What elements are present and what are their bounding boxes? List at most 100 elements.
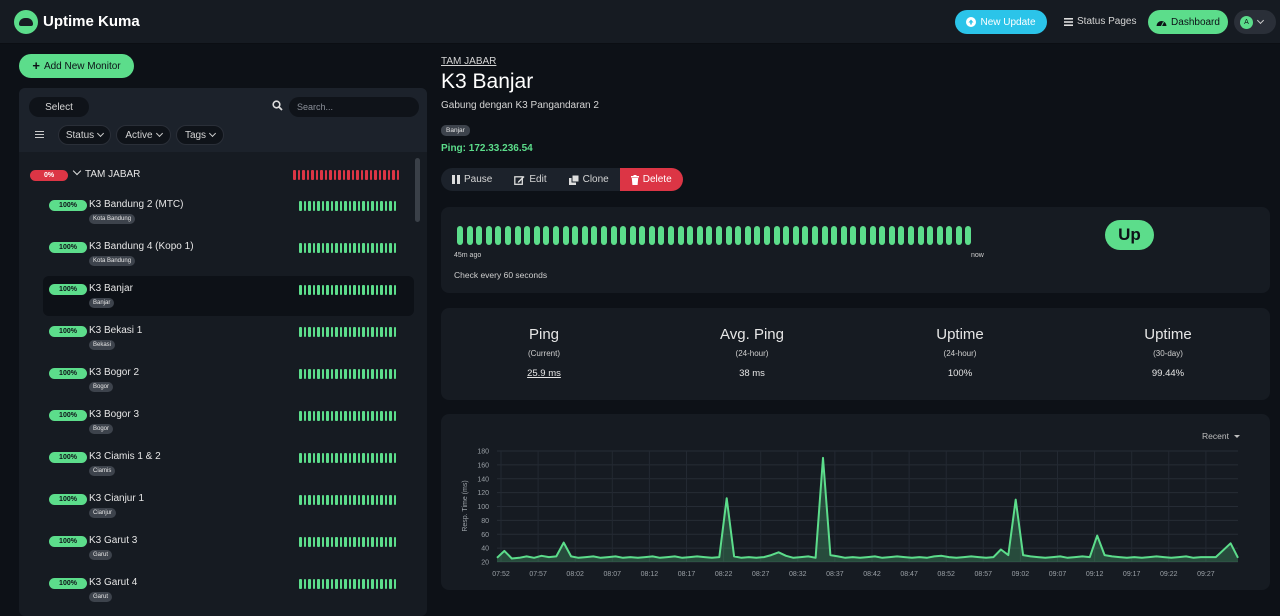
dashboard-label: Dashboard <box>1171 16 1220 28</box>
filter-menu-icon[interactable] <box>35 131 44 138</box>
chevron-down-icon[interactable] <box>72 166 82 176</box>
heartbeat-beat <box>371 411 374 421</box>
app-title[interactable]: Uptime Kuma <box>43 13 140 30</box>
monitor-list-item[interactable]: 100% K3 Ciamis 1 & 2 Ciamis <box>43 444 414 484</box>
status-pages-link[interactable]: Status Pages <box>1064 16 1136 27</box>
monitor-list-item[interactable]: 100% K3 Garut 4 Garut <box>43 570 414 610</box>
heartbeat-beat <box>362 537 365 547</box>
stat-title: Ping <box>528 326 560 343</box>
heartbeat-beat <box>353 411 356 421</box>
monitor-uptime-badge: 100% <box>49 452 87 463</box>
monitor-list-item[interactable]: 100% K3 Bogor 2 Bogor <box>43 360 414 400</box>
breadcrumb[interactable]: TAM JABAR <box>441 56 497 67</box>
search-icon <box>272 100 283 111</box>
list-icon <box>1064 17 1073 26</box>
heartbeat-beat <box>308 201 311 211</box>
monitor-heartbeat-bar <box>299 411 396 421</box>
heartbeat-beat <box>362 201 365 211</box>
new-update-button[interactable]: New Update <box>955 10 1047 34</box>
x-tick-label: 09:27 <box>1197 571 1215 578</box>
heartbeat-beat <box>302 170 305 180</box>
profile-menu-button[interactable]: A <box>1234 10 1276 34</box>
status-filter-dropdown[interactable]: Status <box>58 125 111 145</box>
group-name: TAM JABAR <box>85 169 141 180</box>
heartbeat-beat <box>333 170 336 180</box>
monitor-uptime-badge: 100% <box>49 368 87 379</box>
search-input[interactable] <box>289 97 419 117</box>
heartbeat-beat <box>326 201 329 211</box>
heartbeat-beat <box>384 285 387 295</box>
heartbeat-beat <box>335 453 338 463</box>
stat-title: Uptime <box>936 326 984 343</box>
edit-button[interactable]: Edit <box>503 168 557 191</box>
monitor-list-item[interactable]: 100% K3 Banjar Banjar <box>43 276 414 316</box>
monitor-uptime-badge: 100% <box>49 326 87 337</box>
monitor-list-item[interactable]: 100% K3 Bandung 4 (Kopo 1) Kota Bandung <box>43 234 414 274</box>
stat-avg-ping: Avg. Ping (24-hour) 38 ms <box>652 326 852 379</box>
monitor-name: K3 Garut 3 <box>89 535 138 546</box>
monitor-list-item[interactable]: 100% K3 Bogor 3 Bogor <box>43 402 414 442</box>
heartbeat-beat <box>348 369 351 379</box>
y-tick-label: 40 <box>481 546 489 553</box>
heartbeat-beat <box>347 170 350 180</box>
chevron-down-icon <box>97 129 105 138</box>
heartbeat-beat <box>380 411 383 421</box>
active-filter-dropdown[interactable]: Active <box>116 125 171 145</box>
stat-value[interactable]: 25.9 ms <box>527 368 561 379</box>
chevron-down-icon <box>209 129 217 138</box>
uptime-kuma-logo-icon[interactable] <box>14 10 38 34</box>
heartbeat-beat <box>366 453 369 463</box>
y-tick-label: 140 <box>477 476 489 483</box>
heartbeat-beat <box>317 243 320 253</box>
heartbeat-beat <box>338 170 341 180</box>
heartbeat-beat <box>725 226 732 245</box>
list-scrollbar[interactable] <box>415 158 420 222</box>
heartbeat-beat <box>317 369 320 379</box>
heartbeat-beat <box>384 579 387 589</box>
heartbeat-beat <box>339 201 342 211</box>
chart-y-axis-label: Resp. Time (ms) <box>462 480 469 531</box>
stat-current-ping: Ping (Current) 25.9 ms <box>444 326 644 379</box>
heartbeat-beat <box>371 579 374 589</box>
monitor-description: Gabung dengan K3 Pangandaran 2 <box>441 100 599 111</box>
monitor-uptime-badge: 100% <box>49 536 87 547</box>
monitor-group-row[interactable]: 0% TAM JABAR <box>19 162 414 190</box>
heartbeat-beat <box>324 170 327 180</box>
clone-button[interactable]: Clone <box>558 168 620 191</box>
chart-period-dropdown[interactable]: Recent <box>1202 431 1240 441</box>
x-tick-label: 07:57 <box>529 571 547 578</box>
heartbeat-beat <box>299 285 302 295</box>
heartbeat-beat <box>315 170 318 180</box>
y-tick-label: 180 <box>477 449 489 456</box>
monitor-list-item[interactable]: 100% K3 Cianjur 1 Cianjur <box>43 486 414 526</box>
group-heartbeat-bar <box>293 170 399 180</box>
select-button[interactable]: Select <box>29 97 89 117</box>
stat-title: Avg. Ping <box>720 326 784 343</box>
heartbeat-start-label: 45m ago <box>454 252 482 259</box>
monitor-list-item[interactable]: 100% K3 Garut 3 Garut <box>43 528 414 568</box>
heartbeat-beat <box>696 226 703 245</box>
delete-button[interactable]: Delete <box>619 168 683 191</box>
monitor-list-item[interactable]: 100% K3 Bekasi 1 Bekasi <box>43 318 414 358</box>
dashboard-button[interactable]: Dashboard <box>1148 10 1228 34</box>
heartbeat-beat <box>344 411 347 421</box>
heartbeat-beat <box>859 226 866 245</box>
pause-button[interactable]: Pause <box>441 168 503 191</box>
heartbeat-beat <box>330 411 333 421</box>
heartbeat-beat <box>366 285 369 295</box>
heartbeat-beat <box>380 495 383 505</box>
heartbeat-beat <box>339 285 342 295</box>
heartbeat-beat <box>353 201 356 211</box>
add-new-monitor-button[interactable]: + Add New Monitor <box>19 54 134 78</box>
monitor-heartbeat-bar <box>299 537 396 547</box>
heartbeat-beat <box>369 170 372 180</box>
tags-filter-dropdown[interactable]: Tags <box>176 125 224 145</box>
heartbeat-beat <box>321 201 324 211</box>
heartbeat-beat <box>389 327 392 337</box>
monitor-list-item[interactable]: 100% K3 Bandung 2 (MTC) Kota Bandung <box>43 192 414 232</box>
heartbeat-beat <box>321 495 324 505</box>
heartbeat-bar <box>457 226 972 245</box>
monitor-uptime-badge: 100% <box>49 200 87 211</box>
heartbeat-beat <box>371 453 374 463</box>
y-tick-label: 120 <box>477 490 489 497</box>
